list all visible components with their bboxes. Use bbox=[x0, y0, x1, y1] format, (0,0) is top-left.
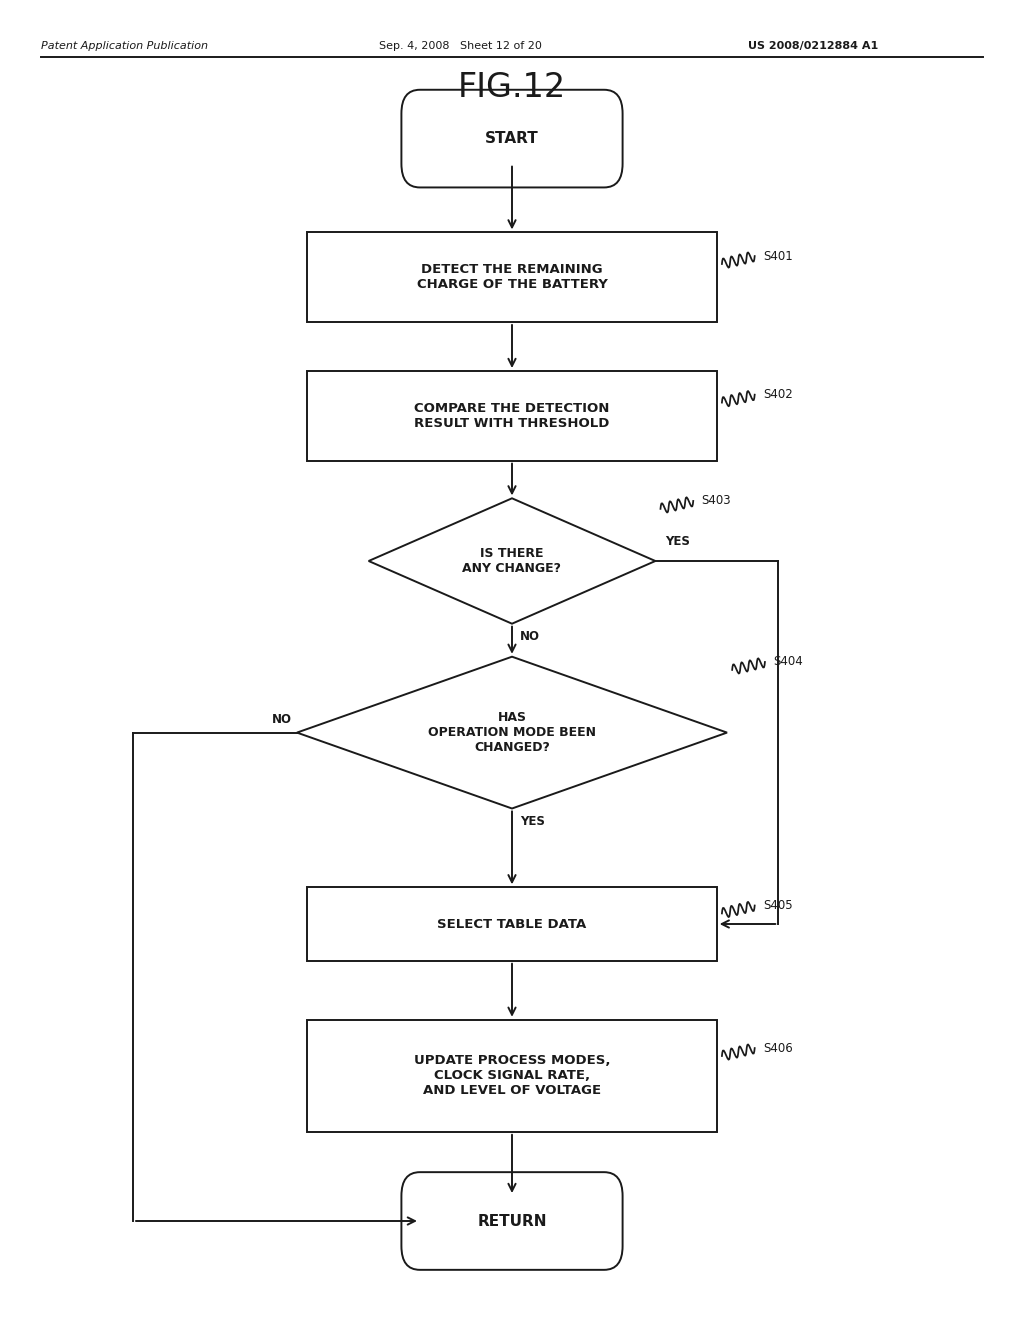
FancyBboxPatch shape bbox=[401, 1172, 623, 1270]
Text: S404: S404 bbox=[773, 656, 803, 668]
Text: HAS
OPERATION MODE BEEN
CHANGED?: HAS OPERATION MODE BEEN CHANGED? bbox=[428, 711, 596, 754]
Text: US 2008/0212884 A1: US 2008/0212884 A1 bbox=[748, 41, 878, 51]
Bar bbox=[307, 1020, 717, 1133]
Text: IS THERE
ANY CHANGE?: IS THERE ANY CHANGE? bbox=[463, 546, 561, 576]
Polygon shape bbox=[369, 499, 655, 624]
Bar bbox=[307, 887, 717, 961]
Text: START: START bbox=[485, 131, 539, 147]
Text: YES: YES bbox=[666, 535, 690, 548]
Bar bbox=[307, 371, 717, 461]
Text: SELECT TABLE DATA: SELECT TABLE DATA bbox=[437, 917, 587, 931]
Text: COMPARE THE DETECTION
RESULT WITH THRESHOLD: COMPARE THE DETECTION RESULT WITH THRESH… bbox=[415, 401, 609, 430]
Text: NO: NO bbox=[520, 631, 541, 643]
Text: RETURN: RETURN bbox=[477, 1213, 547, 1229]
FancyBboxPatch shape bbox=[401, 90, 623, 187]
Text: S406: S406 bbox=[763, 1041, 793, 1055]
Text: S402: S402 bbox=[763, 388, 793, 401]
Text: Patent Application Publication: Patent Application Publication bbox=[41, 41, 208, 51]
Text: UPDATE PROCESS MODES,
CLOCK SIGNAL RATE,
AND LEVEL OF VOLTAGE: UPDATE PROCESS MODES, CLOCK SIGNAL RATE,… bbox=[414, 1055, 610, 1097]
Polygon shape bbox=[297, 656, 727, 808]
Text: DETECT THE REMAINING
CHARGE OF THE BATTERY: DETECT THE REMAINING CHARGE OF THE BATTE… bbox=[417, 263, 607, 292]
Text: S401: S401 bbox=[763, 249, 793, 263]
Text: S405: S405 bbox=[763, 899, 793, 912]
Bar bbox=[307, 232, 717, 322]
Text: FIG.12: FIG.12 bbox=[458, 70, 566, 103]
Text: YES: YES bbox=[520, 814, 545, 828]
Text: NO: NO bbox=[271, 713, 292, 726]
Text: Sep. 4, 2008   Sheet 12 of 20: Sep. 4, 2008 Sheet 12 of 20 bbox=[379, 41, 542, 51]
Text: S403: S403 bbox=[701, 495, 731, 507]
